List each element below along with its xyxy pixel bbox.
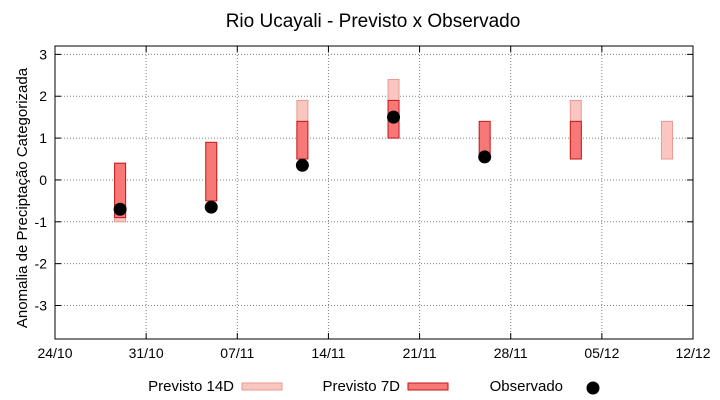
range-layer <box>114 78 673 223</box>
forecast-14d-bar <box>660 120 673 160</box>
x-tick-label: 31/10 <box>129 345 164 361</box>
forecast-7d-bar <box>296 120 309 160</box>
plot-frame <box>54 45 694 340</box>
tick-layer: 3 2 1 0 -1 -2 -3 24/10 31/10 07/11 14/11 21/11 28/11… <box>35 46 711 361</box>
forecast-7d-bar <box>205 141 218 202</box>
observed-point <box>478 150 492 164</box>
y-tick-label: 2 <box>39 88 47 104</box>
legend-previsto-7d-label: Previsto 7D <box>322 378 400 395</box>
x-tick-label: 07/11 <box>220 345 254 361</box>
observed-point <box>204 200 218 214</box>
observed-point <box>387 110 401 124</box>
x-tick-label: 14/11 <box>311 345 345 361</box>
forecast-7d-bar <box>114 162 127 219</box>
x-tick-label: 05/12 <box>584 345 619 361</box>
legend: Previsto 14D Previsto 7D Observado <box>148 378 600 395</box>
y-tick-label: -2 <box>35 256 48 272</box>
legend-previsto-14d-label: Previsto 14D <box>148 378 234 395</box>
observed-point <box>113 202 127 216</box>
y-tick-label: 3 <box>39 46 47 62</box>
observed-point <box>295 158 309 172</box>
x-tick-label: 24/10 <box>37 345 72 361</box>
legend-observado-label: Observado <box>490 378 563 395</box>
chart-title: Rio Ucayali - Previsto x Observado <box>226 11 521 32</box>
grid-layer <box>54 46 694 339</box>
x-tick-label: 28/11 <box>494 345 528 361</box>
point-layer <box>113 110 492 216</box>
y-tick-label: -1 <box>35 214 48 230</box>
legend-observado-swatch <box>586 381 600 395</box>
y-axis-label: Anomalia de Preciptação Categorizada <box>14 67 31 328</box>
x-tick-label: 21/11 <box>403 345 437 361</box>
y-tick-label: 0 <box>39 172 47 188</box>
y-tick-label: -3 <box>35 298 48 314</box>
forecast-7d-bar <box>569 120 582 160</box>
legend-previsto-14d-swatch <box>241 382 283 391</box>
x-tick-label: 12/12 <box>675 345 710 361</box>
y-tick-label: 1 <box>39 130 47 146</box>
legend-previsto-7d-swatch <box>407 382 449 391</box>
